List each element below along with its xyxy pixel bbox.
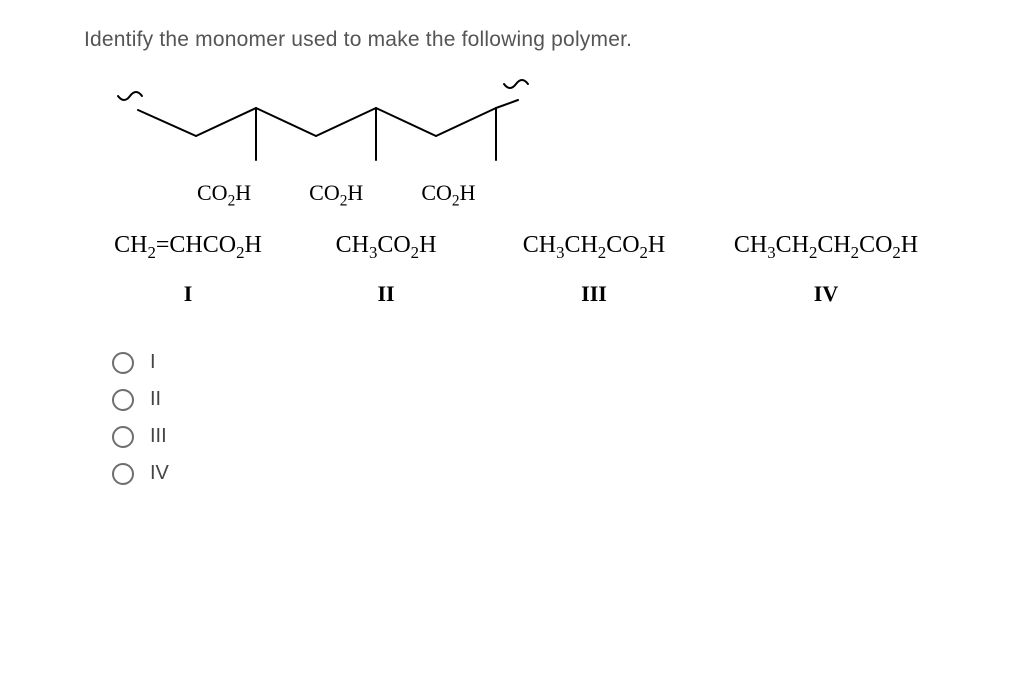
co2h-label: CO2H	[421, 180, 475, 210]
option-label: I	[150, 351, 156, 374]
formula-cell: CH2=CHCO2H	[84, 232, 292, 263]
roman-cell: IV	[708, 281, 944, 307]
radio-icon	[112, 426, 134, 448]
option-iii[interactable]: III	[112, 425, 964, 448]
co2h-label: CO2H	[309, 180, 363, 210]
co2h-label: CO2H	[197, 180, 251, 210]
formula-cell: CH3CH2CH2CO2H	[708, 232, 944, 263]
formula-row: CH2=CHCO2H CH3CO2H CH3CH2CO2H CH3CH2CH2CO2H	[84, 232, 964, 263]
polymer-diagram	[108, 68, 964, 178]
formula-iii: CH3CH2CO2H	[523, 232, 666, 258]
formula-cell: CH3CH2CO2H	[480, 232, 708, 263]
radio-icon	[112, 352, 134, 374]
option-iv[interactable]: IV	[112, 462, 964, 485]
roman-cell: I	[84, 281, 292, 307]
roman-numeral-row: IIIIIIIV	[84, 281, 964, 307]
option-label: III	[150, 425, 167, 448]
radio-icon	[112, 389, 134, 411]
option-label: II	[150, 388, 161, 411]
polymer-svg	[108, 68, 538, 178]
formula-cell: CH3CO2H	[292, 232, 480, 263]
co2h-label-row: CO2H CO2H CO2H	[108, 180, 964, 210]
formula-i: CH2=CHCO2H	[114, 232, 262, 258]
formula-iv: CH3CH2CH2CO2H	[734, 232, 918, 258]
answer-options: I II III IV	[112, 351, 964, 485]
formula-ii: CH3CO2H	[336, 232, 437, 258]
option-ii[interactable]: II	[112, 388, 964, 411]
option-i[interactable]: I	[112, 351, 964, 374]
question-page: Identify the monomer used to make the fo…	[0, 0, 964, 485]
option-label: IV	[150, 462, 169, 485]
question-text: Identify the monomer used to make the fo…	[84, 28, 964, 52]
roman-cell: II	[292, 281, 480, 307]
radio-icon	[112, 463, 134, 485]
roman-cell: III	[480, 281, 708, 307]
